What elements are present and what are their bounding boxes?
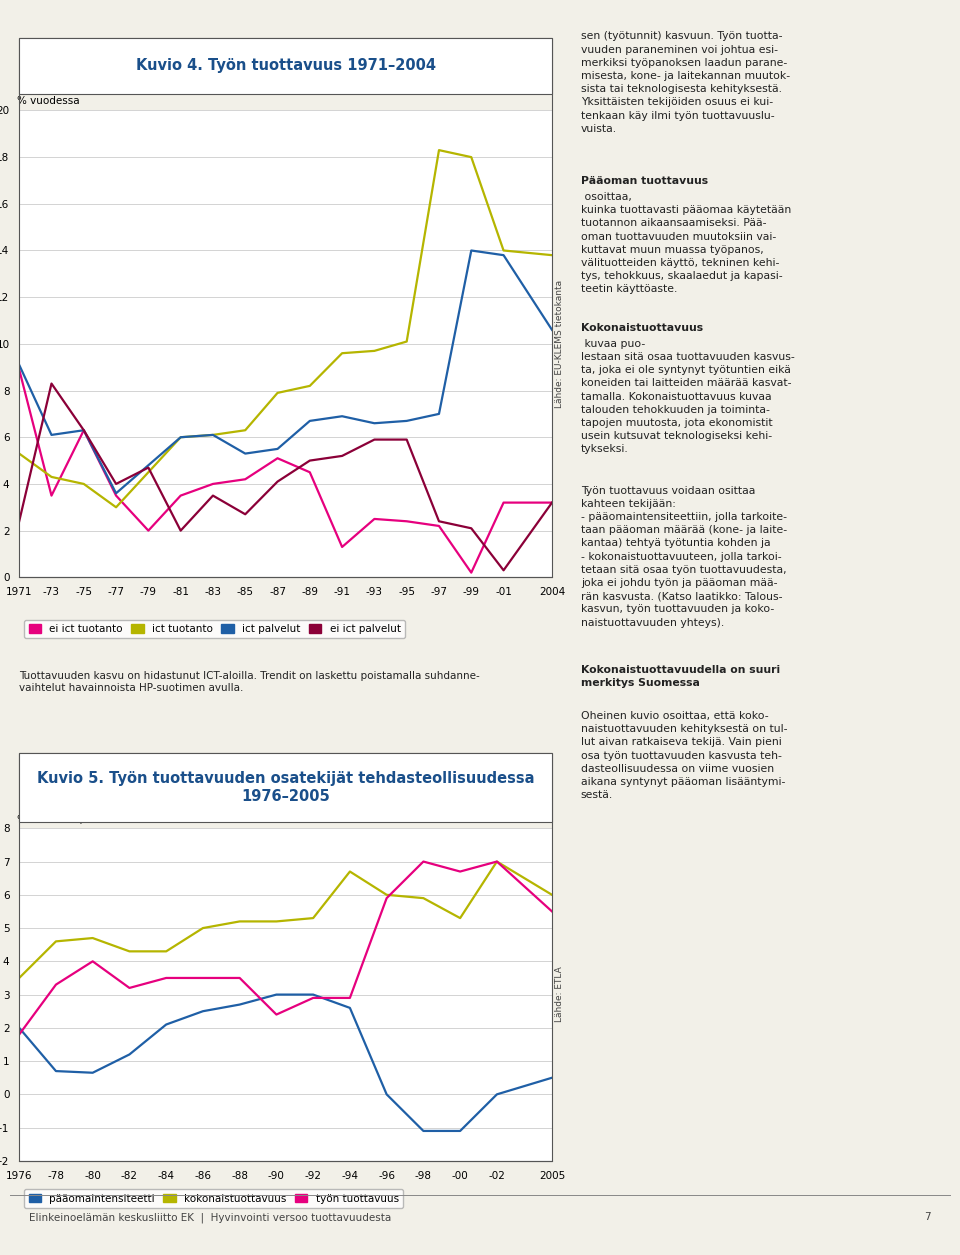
Legend: ei ict tuotanto, ict tuotanto, ict palvelut, ei ict palvelut: ei ict tuotanto, ict tuotanto, ict palve… [24, 620, 405, 639]
Text: Elinkeinoelämän keskusliitto EK  |  Hyvinvointi versoo tuottavuudesta: Elinkeinoelämän keskusliitto EK | Hyvinv… [29, 1212, 391, 1222]
Text: Kokonaistuottavuus: Kokonaistuottavuus [581, 323, 703, 333]
Text: Pääoman tuottavuus: Pääoman tuottavuus [581, 176, 708, 186]
Text: Työn tuottavuus voidaan osittaa
kahteen tekijään:
- pääomaintensiteettiin, jolla: Työn tuottavuus voidaan osittaa kahteen … [581, 486, 787, 641]
Text: Kuvio 4. Työn tuottavuus 1971–2004: Kuvio 4. Työn tuottavuus 1971–2004 [135, 59, 436, 73]
Text: kuvaa puo-
lestaan sitä osaa tuottavuuden kasvus-
ta, joka ei ole syntynyt työtu: kuvaa puo- lestaan sitä osaa tuottavuude… [581, 339, 795, 468]
Text: Kokonaistuottavuudella on suuri
merkitys Suomessa: Kokonaistuottavuudella on suuri merkitys… [581, 665, 780, 688]
Text: sen (työtunnit) kasvuun. Työn tuotta-
vuuden paraneminen voi johtua esi-
merkiks: sen (työtunnit) kasvuun. Työn tuotta- vu… [581, 31, 790, 147]
Text: Tuottavuuden kasvu on hidastunut ICT-aloilla. Trendit on laskettu poistamalla su: Tuottavuuden kasvu on hidastunut ICT-alo… [19, 671, 480, 693]
Legend: pääomaintensiteetti, kokonaistuottavuus, työn tuottavuus: pääomaintensiteetti, kokonaistuottavuus,… [24, 1190, 403, 1207]
Text: 7: 7 [924, 1212, 931, 1222]
Text: Oheinen kuvio osoittaa, että koko-
naistuottavuuden kehityksestä on tul-
lut aiv: Oheinen kuvio osoittaa, että koko- naist… [581, 698, 787, 801]
Text: % vuodessa: % vuodessa [16, 95, 79, 105]
Text: Kuvio 5. Työn tuottavuuden osatekijät tehdasteollisuudessa
1976–2005: Kuvio 5. Työn tuottavuuden osatekijät te… [36, 772, 535, 803]
Text: Lähde: EU-KLEMS tietokanta: Lähde: EU-KLEMS tietokanta [555, 280, 564, 408]
Text: osoittaa,
kuinka tuottavasti pääomaa käytetään
tuotannon aikaansaamiseksi. Pää-
: osoittaa, kuinka tuottavasti pääomaa käy… [581, 192, 791, 307]
Text: Lähde: ETLA: Lähde: ETLA [555, 966, 564, 1023]
Text: % vuodessa, trendi HP 6.25: % vuodessa, trendi HP 6.25 [16, 814, 160, 825]
